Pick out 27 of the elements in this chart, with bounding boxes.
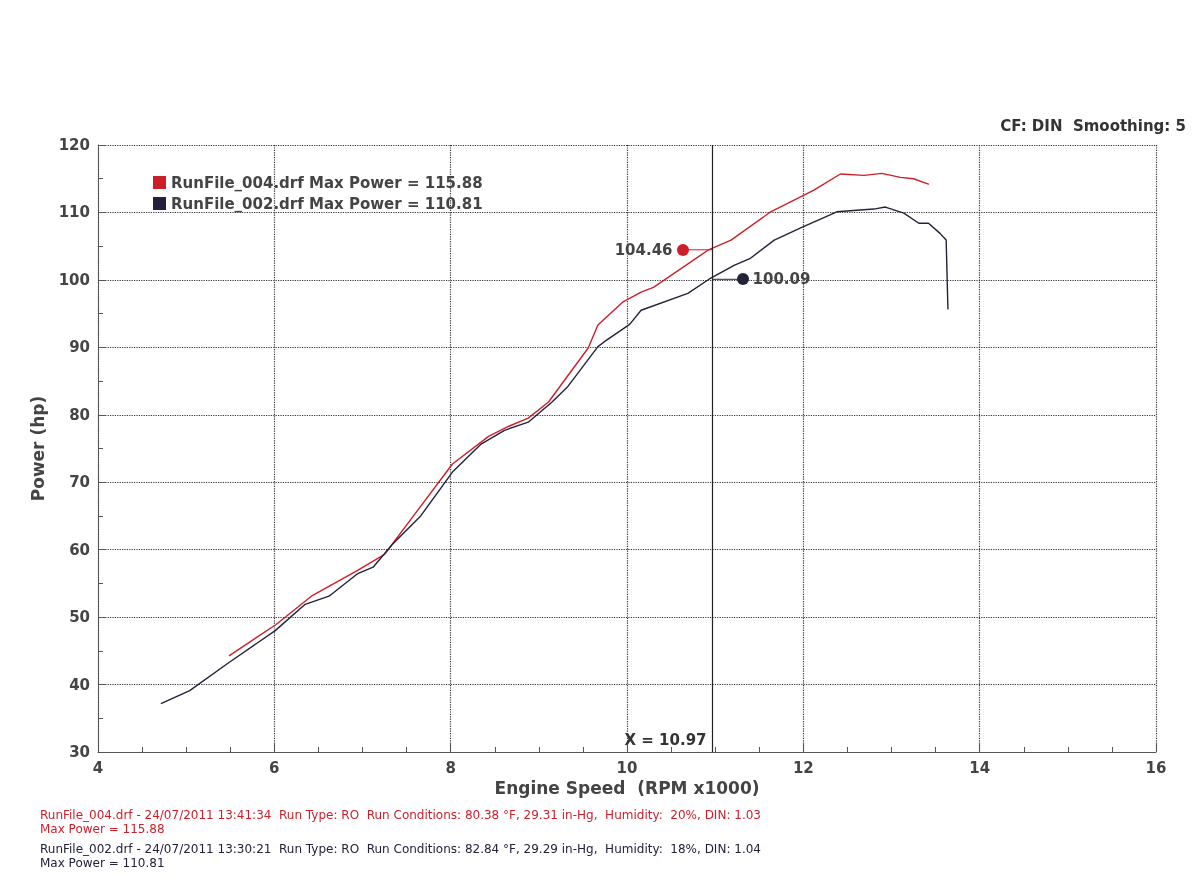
legend-label: RunFile_002.drf Max Power = 110.81 (171, 194, 483, 213)
text: CF: DIN Smoothing: 5 (1000, 116, 1186, 135)
y-tick-label: 80 (69, 405, 90, 424)
y-tick-label: 30 (69, 743, 90, 761)
x-tick-label: 12 (792, 758, 814, 777)
y-tick-label: 110 (58, 203, 90, 222)
x-tick-label: 10 (616, 758, 638, 777)
y-tick-label: 100 (58, 270, 90, 289)
x-tick-label: 6 (269, 758, 280, 777)
x-tick-label: 8 (445, 758, 456, 777)
y-tick-label: 60 (69, 540, 90, 559)
y-tick-label: 40 (69, 675, 90, 694)
ref-line-label: X = 10.97 (624, 731, 707, 749)
text: RunFile_002.drf - 24/07/2011 13:30:21 Run Type: RO Run Conditions: 82.84 °F, 29.29 in-Hg, Humidity: 18%, DIN: 1.04 Max Power = 110.81 (40, 842, 761, 870)
x-tick-label: 14 (969, 758, 991, 777)
x-tick-label: 16 (1145, 758, 1167, 777)
x-axis-title: Engine Speed (RPM x1000) (494, 778, 760, 799)
legend-label: RunFile_004.drf Max Power = 115.88 (171, 173, 483, 192)
annotation: 100.09 (752, 270, 811, 289)
y-axis-title: Power (hp) (27, 395, 48, 502)
text: RunFile_004.drf - 24/07/2011 13:41:34 Run Type: RO Run Conditions: 80.38 °F, 29.31 in-Hg, Humidity: 20%, DIN: 1.03 Max Power = 115.88 (40, 808, 761, 836)
y-tick-label: 90 (69, 338, 90, 357)
annotation: 104.46 (614, 240, 673, 259)
y-tick-label: 70 (69, 473, 90, 492)
y-tick-label: 120 (58, 136, 90, 154)
y-tick-label: 50 (69, 608, 90, 627)
x-tick-label: 4 (92, 758, 104, 777)
